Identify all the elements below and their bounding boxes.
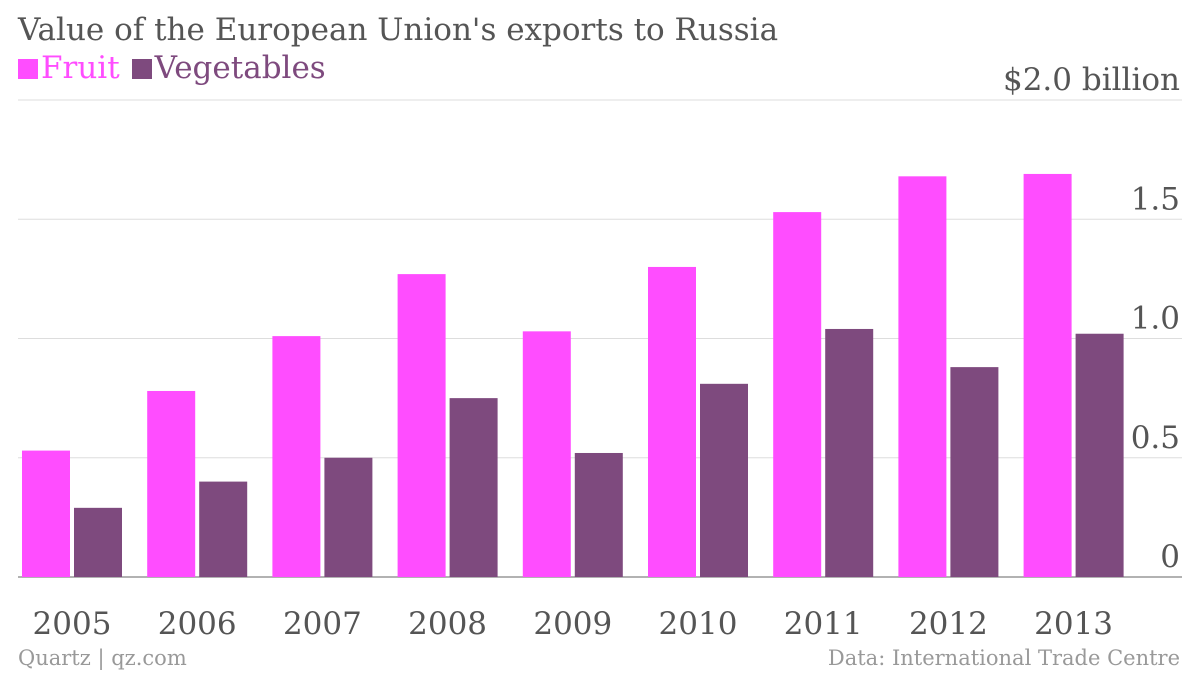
- bar-vegetables-2013: [1075, 333, 1124, 577]
- x-tick-label: 2005: [33, 606, 112, 642]
- chart-title: Value of the European Union's exports to…: [18, 12, 779, 48]
- x-tick-label: 2007: [283, 606, 362, 642]
- bar-fruit-2005: [22, 450, 70, 577]
- x-tick-label: 2010: [659, 606, 738, 642]
- y-tick-label: $2.0 billion: [1003, 62, 1180, 98]
- bar-vegetables-2011: [825, 328, 874, 577]
- y-tick-label: 1.0: [1131, 301, 1180, 337]
- bar-fruit-2010: [648, 266, 696, 577]
- legend-item-fruit: Fruit: [18, 50, 120, 86]
- x-tick-label: 2009: [533, 606, 612, 642]
- legend-swatch-fruit: [18, 59, 38, 79]
- bar-fruit-2008: [397, 274, 446, 577]
- bar-fruit-2011: [773, 212, 822, 577]
- bar-vegetables-2012: [950, 367, 999, 577]
- legend-label-vegetables: Vegetables: [154, 50, 326, 86]
- bar-vegetables-2008: [449, 398, 498, 577]
- y-tick-label: 1.5: [1131, 181, 1180, 217]
- footer-source-left: Quartz | qz.com: [18, 646, 187, 670]
- x-tick-label: 2012: [909, 606, 988, 642]
- legend-swatch-vegetables: [131, 59, 152, 79]
- bar-vegetables-2009: [574, 452, 623, 577]
- x-tick-label: 2008: [408, 606, 487, 642]
- footer-source-right: Data: International Trade Centre: [827, 646, 1180, 670]
- bar-fruit-2013: [1023, 173, 1072, 577]
- chart-legend: Fruit Vegetables: [18, 50, 338, 86]
- bar-fruit-2012: [898, 176, 947, 577]
- bar-vegetables-2010: [700, 383, 748, 577]
- bar-fruit-2006: [147, 390, 196, 577]
- bar-fruit-2009: [522, 331, 571, 577]
- y-tick-label: 0.5: [1131, 420, 1180, 456]
- bar-vegetables-2005: [74, 507, 122, 577]
- x-tick-label: 2011: [784, 606, 863, 642]
- bar-fruit-2007: [272, 336, 321, 577]
- x-tick-label: 2006: [158, 606, 237, 642]
- y-tick-label: 0: [1160, 539, 1180, 575]
- bar-vegetables-2007: [324, 457, 373, 577]
- bar-vegetables-2006: [199, 481, 248, 577]
- legend-label-fruit: Fruit: [41, 50, 120, 86]
- x-tick-label: 2013: [1034, 606, 1113, 642]
- legend-item-vegetables: Vegetables: [131, 50, 326, 86]
